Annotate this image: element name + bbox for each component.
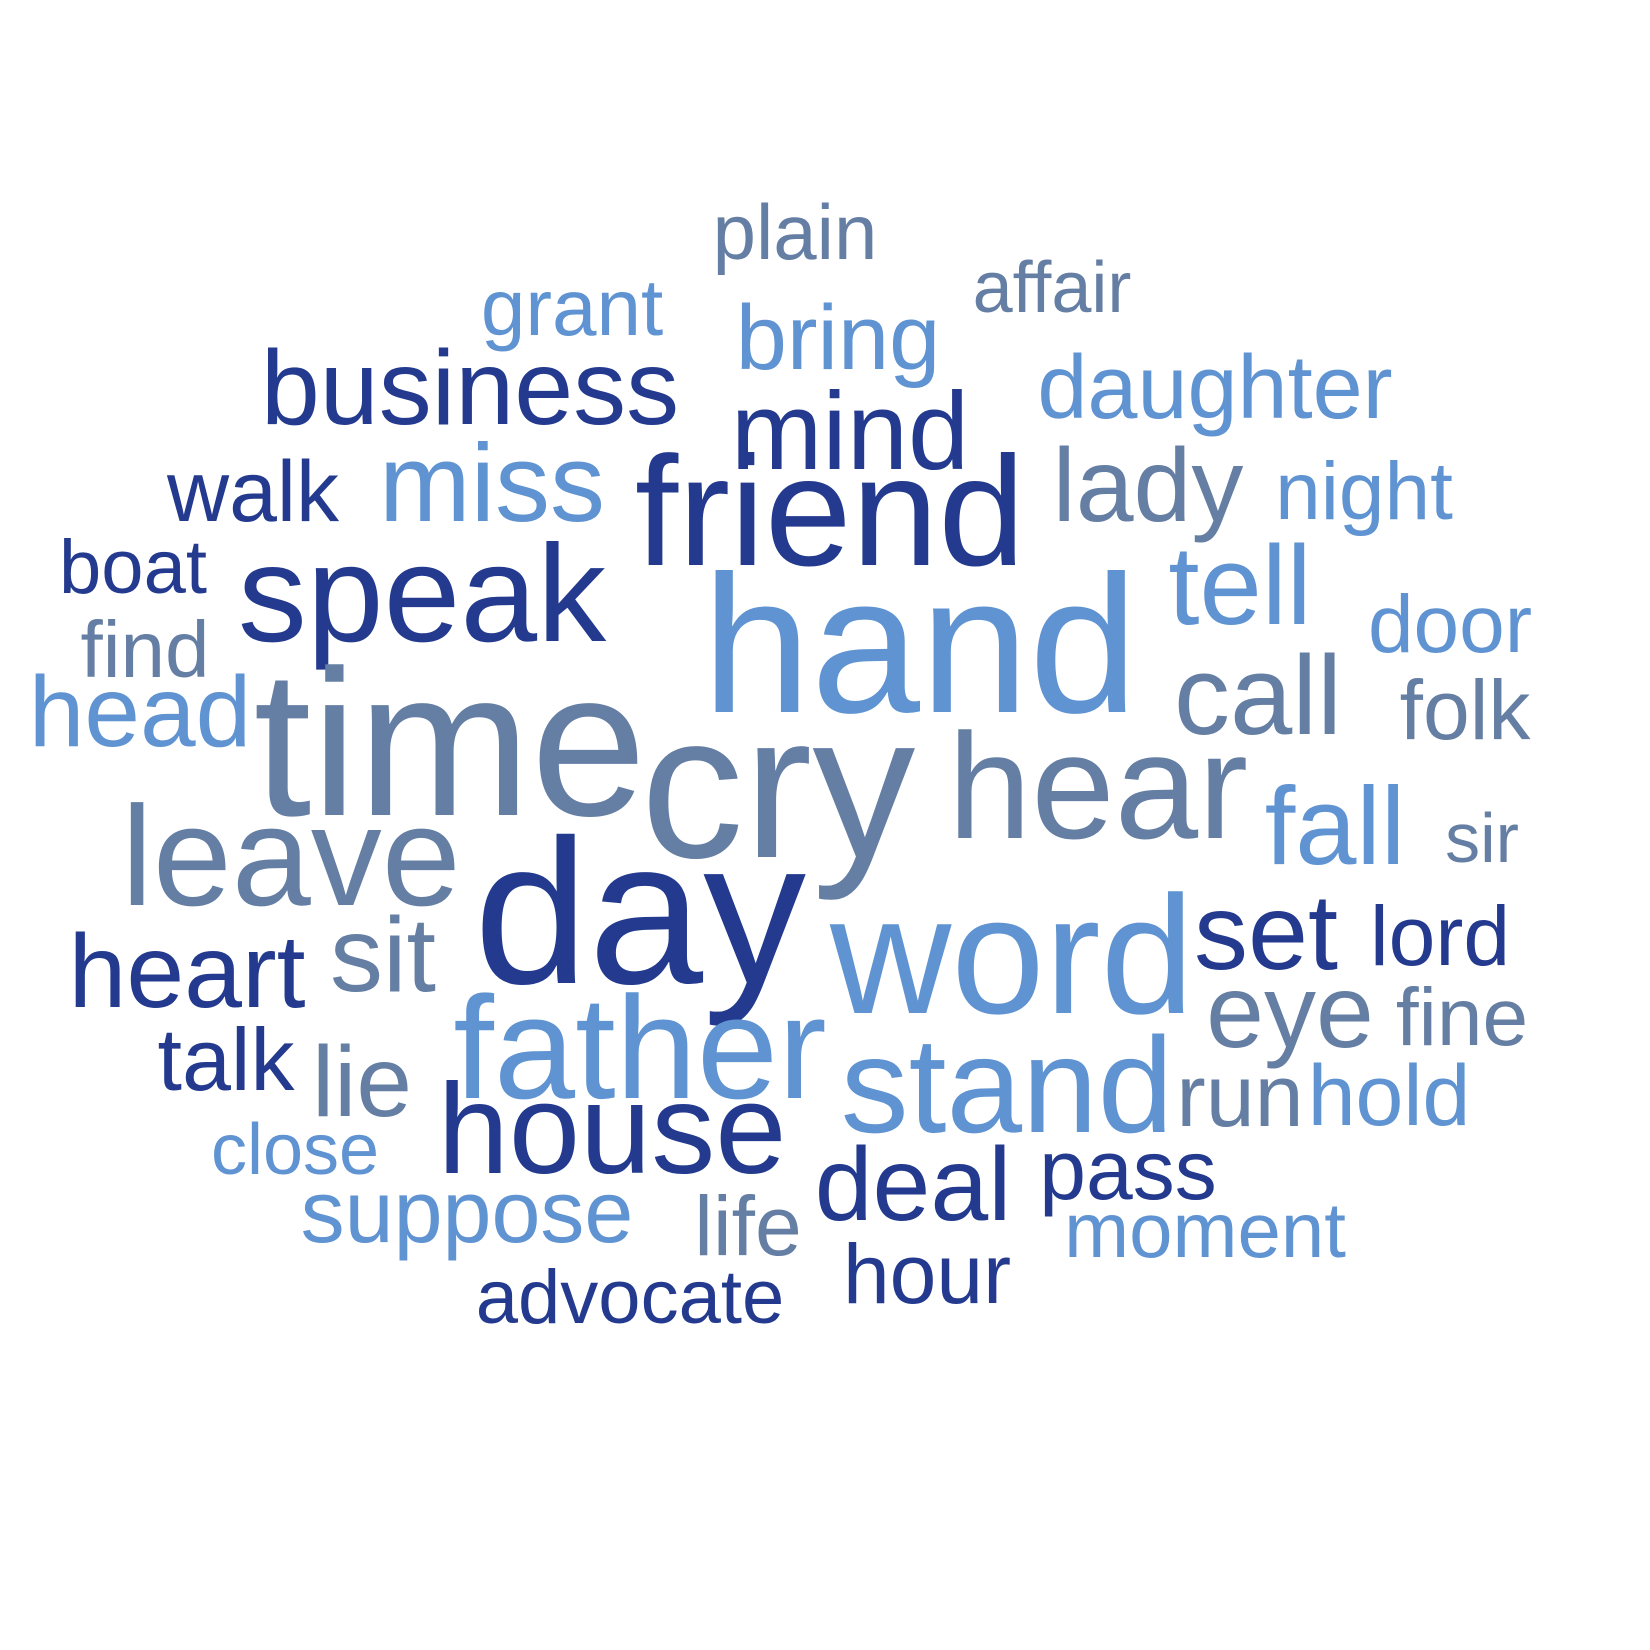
- word-word: word: [829, 861, 1195, 1049]
- word-daughter: daughter: [1037, 338, 1393, 438]
- word-mind: mind: [730, 370, 970, 493]
- word-eye: eye: [1206, 954, 1374, 1070]
- word-deal: deal: [814, 1127, 1012, 1243]
- word-business: business: [260, 329, 680, 447]
- word-folk: folk: [1399, 663, 1531, 757]
- word-fall: fall: [1264, 765, 1406, 888]
- word-fine: fine: [1395, 972, 1529, 1063]
- word-door: door: [1367, 579, 1533, 670]
- word-life: life: [694, 1179, 802, 1273]
- word-hand: hand: [701, 535, 1139, 754]
- word-walk: walk: [166, 444, 340, 540]
- word-advocate: advocate: [475, 1255, 785, 1340]
- word-plain: plain: [712, 188, 878, 276]
- word-talk: talk: [157, 1010, 295, 1109]
- word-hour: hour: [842, 1227, 1012, 1321]
- word-call: call: [1173, 633, 1343, 758]
- word-night: night: [1275, 446, 1453, 537]
- word-suppose: suppose: [300, 1162, 634, 1261]
- word-heart: heart: [68, 914, 306, 1030]
- word-day: day: [473, 797, 807, 1027]
- word-time: time: [253, 628, 647, 860]
- word-pass: pass: [1039, 1123, 1217, 1217]
- word-sit: sit: [330, 896, 436, 1014]
- word-grant: grant: [480, 263, 664, 352]
- word-hear: hear: [947, 702, 1249, 870]
- word-cry: cry: [640, 671, 916, 901]
- word-miss: miss: [378, 422, 606, 545]
- word-close: close: [210, 1110, 380, 1190]
- word-lady: lady: [1052, 428, 1244, 544]
- word-run: run: [1176, 1046, 1304, 1145]
- word-bring: bring: [735, 287, 941, 389]
- word-stand: stand: [840, 1009, 1174, 1161]
- word-father: father: [453, 966, 827, 1129]
- word-hold: hold: [1307, 1048, 1471, 1144]
- word-sir: sir: [1445, 799, 1519, 877]
- word-moment: moment: [1064, 1186, 1346, 1274]
- word-boat: boat: [59, 525, 207, 610]
- word-set: set: [1193, 871, 1339, 992]
- word-find: find: [80, 605, 210, 694]
- word-lie: lie: [311, 1026, 413, 1138]
- word-affair: affair: [972, 248, 1132, 328]
- word-lord: lord: [1369, 889, 1511, 983]
- word-friend: friend: [634, 425, 1026, 599]
- word-head: head: [28, 656, 252, 768]
- word-tell: tell: [1168, 523, 1312, 648]
- word-leave: leave: [121, 777, 461, 936]
- word-speak: speak: [237, 517, 607, 671]
- word-house: house: [437, 1058, 787, 1201]
